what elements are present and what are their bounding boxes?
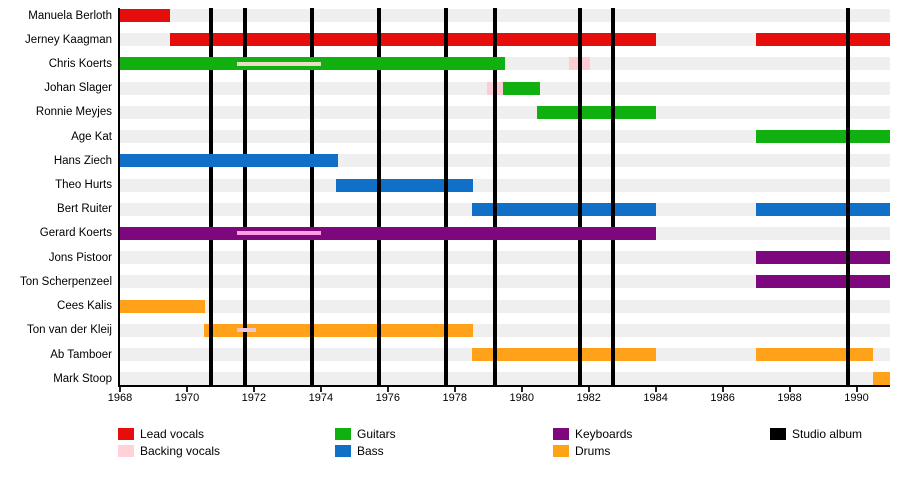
timeline-stripe-backing [237,328,256,333]
timeline-bar-drums [873,372,890,386]
timeline-bar-keyboards [756,251,890,265]
x-axis-tick-label: 1982 [576,392,601,404]
studio-album-line [492,8,497,385]
timeline-bar-drums [756,348,874,362]
member-row-band [120,105,890,119]
timeline-bar-bass [756,202,890,216]
x-axis-tick-label: 1984 [643,392,668,404]
member-name-label: Ronnie Meyjes [35,106,112,119]
member-name-label: Jerney Kaagman [25,33,112,46]
member-name-label: Bert Ruiter [57,203,112,216]
x-axis-tick [855,387,858,392]
x-axis-tick [386,387,389,392]
member-name-label: Ton van der Kleij [26,324,112,337]
x-axis-tick-label: 1972 [241,392,267,404]
member-name-label: Theo Hurts [55,179,112,192]
timeline-bar-guitars [756,130,890,144]
legend-label: Keyboards [575,427,633,441]
timeline-bar-keyboards [756,275,890,289]
member-name-label: Chris Koerts [48,57,112,70]
plot-area [120,8,890,386]
x-axis-tick-label: 1980 [509,392,534,404]
legend-swatch-lead-vocals [118,428,134,440]
legend-label: Backing vocals [140,443,221,458]
studio-album-line [377,8,382,385]
x-axis-tick-label: 1970 [174,392,200,404]
member-name-label: Ab Tamboer [50,348,112,361]
legend-swatch-studio-album [770,428,786,440]
member-row-band [120,178,890,192]
x-axis-tick [721,387,724,392]
timeline-bar-bass [335,178,474,192]
member-name-label: Hans Ziech [53,154,112,167]
studio-album-line [846,8,851,385]
x-axis-tick [587,387,590,392]
legend-label: Studio album [792,427,863,441]
timeline-bar-guitars [536,105,656,119]
x-axis-line [118,385,890,387]
timeline-bar-bass [120,154,338,168]
x-axis-tick [252,387,255,392]
legend-label: Lead vocals [140,427,205,441]
timeline-bar-keyboards [120,226,656,240]
studio-album-line [209,8,214,385]
timeline-bar-lead [756,33,890,47]
timeline-stripe-backing [237,61,321,66]
x-axis-tick [185,387,188,392]
timeline-bar-drums [120,299,206,313]
timeline-bar-drums [203,323,474,337]
member-name-label: Manuela Berloth [28,9,112,22]
y-axis-line [118,8,120,385]
x-axis-tick-label: 1986 [710,392,735,404]
member-row-band [120,9,890,22]
studio-album-line [310,8,315,385]
x-axis-tick-label: 1990 [844,392,869,404]
member-row-band [120,299,890,313]
x-axis-tick-label: 1988 [777,392,802,404]
x-axis-tick [319,387,322,392]
timeline-bar-drums [471,348,656,362]
legend-label: Bass [357,443,384,458]
legend-swatch-bass [335,444,351,457]
legend-label: Drums [575,443,611,458]
timeline-stripe-backing [237,231,321,236]
timeline-bar-lead [120,9,171,22]
x-axis-tick [453,387,456,392]
member-name-label: Jons Pistoor [48,251,112,264]
member-name-label: Mark Stoop [53,372,112,385]
member-row-band [120,372,890,386]
studio-album-line [611,8,616,385]
x-axis-tick-label: 1968 [107,392,133,404]
member-name-label: Age Kat [71,130,112,143]
legend-swatch-backing-vocals [118,444,134,457]
member-name-label: Ton Scherpenzeel [19,275,112,288]
studio-album-line [242,8,247,385]
member-name-label: Gerard Koerts [39,227,112,240]
x-axis-tick-label: 1976 [375,392,401,404]
legend-swatch-guitars [335,428,351,440]
legend-label: Guitars [357,427,396,441]
x-axis-tick [520,387,523,392]
x-axis-tick [119,387,121,392]
legend-swatch-drums [553,444,569,457]
timeline-bar-bass [471,202,656,216]
member-name-label: Johan Slager [44,82,112,95]
x-axis-tick-label: 1974 [308,392,334,404]
timeline-bar-guitars [503,81,541,95]
x-axis-tick [654,387,657,392]
legend-swatch-keyboards [553,428,569,440]
studio-album-line [444,8,449,385]
member-name-label: Cees Kalis [57,300,112,313]
timeline-bar-lead [170,33,656,47]
x-axis-tick [788,387,791,392]
x-axis-tick-label: 1978 [442,392,468,404]
studio-album-line [578,8,583,385]
